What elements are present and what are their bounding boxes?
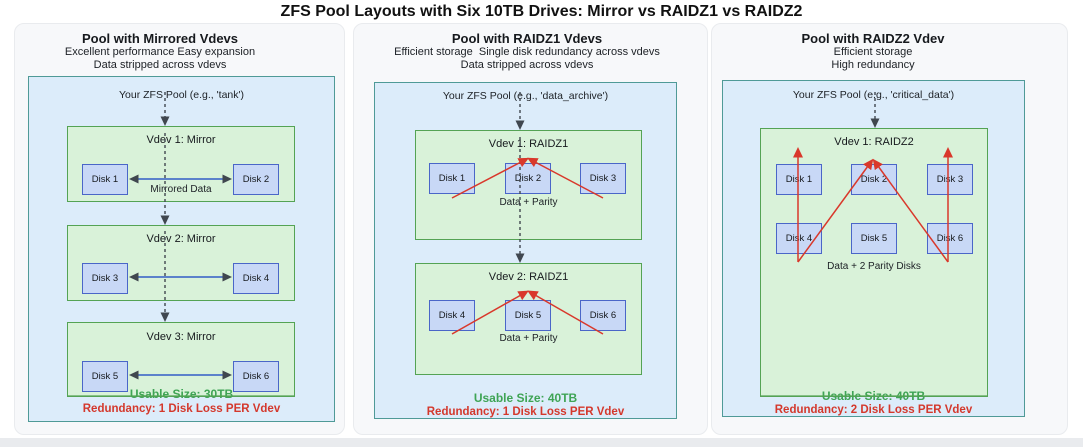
edge-label: Data + 2 Parity Disks bbox=[827, 261, 921, 272]
redundancy-text: Redundancy: 1 Disk Loss PER Vdev bbox=[426, 406, 625, 418]
vdev-label: Vdev 2: Mirror bbox=[146, 233, 216, 245]
bottom-edge-strip bbox=[0, 438, 1083, 447]
disk-box: Disk 6 bbox=[580, 300, 626, 331]
usable-size-text: Usable Size: 30TB bbox=[129, 387, 234, 401]
panel-title: Pool with Mirrored Vdevs bbox=[81, 31, 239, 46]
panel-subtitle: Excellent performance Easy expansion bbox=[64, 46, 256, 58]
disk-box: Disk 3 bbox=[927, 164, 973, 195]
disk-box: Disk 4 bbox=[776, 223, 822, 254]
redundancy-text: Redundancy: 1 Disk Loss PER Vdev bbox=[82, 403, 281, 415]
disk-box: Disk 1 bbox=[82, 164, 128, 195]
pool-label: Your ZFS Pool (e.g., 'tank') bbox=[118, 89, 244, 101]
usable-size-text: Usable Size: 40TB bbox=[821, 389, 926, 403]
disk-box: Disk 4 bbox=[429, 300, 475, 331]
panel-subtitle: Efficient storage bbox=[833, 46, 913, 58]
disk-box: Disk 1 bbox=[429, 163, 475, 194]
disk-box: Disk 6 bbox=[233, 361, 279, 392]
panel-subtitle: Data stripped across vdevs bbox=[93, 59, 227, 71]
panel-title: Pool with RAIDZ1 Vdevs bbox=[451, 31, 603, 46]
disk-box: Disk 2 bbox=[851, 164, 897, 195]
vdev-label: Vdev 1: RAIDZ1 bbox=[488, 138, 569, 150]
disk-box: Disk 2 bbox=[233, 164, 279, 195]
panel-title: Pool with RAIDZ2 Vdev bbox=[801, 31, 945, 46]
edge-label: Data + Parity bbox=[499, 197, 558, 208]
vdev-label: Vdev 3: Mirror bbox=[146, 331, 216, 343]
disk-box: Disk 2 bbox=[505, 163, 551, 194]
disk-box: Disk 3 bbox=[580, 163, 626, 194]
disk-box: Disk 5 bbox=[505, 300, 551, 331]
disk-box: Disk 6 bbox=[927, 223, 973, 254]
disk-box: Disk 1 bbox=[776, 164, 822, 195]
disk-box: Disk 5 bbox=[82, 361, 128, 392]
edge-label: Mirrored Data bbox=[150, 184, 212, 195]
vdev-label: Vdev 2: RAIDZ1 bbox=[488, 271, 569, 283]
vdev-label: Vdev 1: Mirror bbox=[146, 134, 216, 146]
diagram-title: ZFS Pool Layouts with Six 10TB Drives: M… bbox=[280, 3, 803, 20]
redundancy-text: Redundancy: 2 Disk Loss PER Vdev bbox=[774, 404, 973, 416]
disk-box: Disk 3 bbox=[82, 263, 128, 294]
pool-label: Your ZFS Pool (e.g., 'data_archive') bbox=[442, 90, 609, 102]
edge-label: Data + Parity bbox=[499, 333, 558, 344]
pool-label: Your ZFS Pool (e.g., 'critical_data') bbox=[792, 89, 955, 101]
disk-box: Disk 4 bbox=[233, 263, 279, 294]
usable-size-text: Usable Size: 40TB bbox=[473, 391, 578, 405]
vdev-label: Vdev 1: RAIDZ2 bbox=[834, 136, 914, 148]
panel-subtitle: Efficient storage Single disk redundancy… bbox=[394, 46, 660, 58]
disk-box: Disk 5 bbox=[851, 223, 897, 254]
panel-subtitle: High redundancy bbox=[831, 59, 915, 71]
panel-subtitle: Data stripped across vdevs bbox=[460, 59, 594, 71]
